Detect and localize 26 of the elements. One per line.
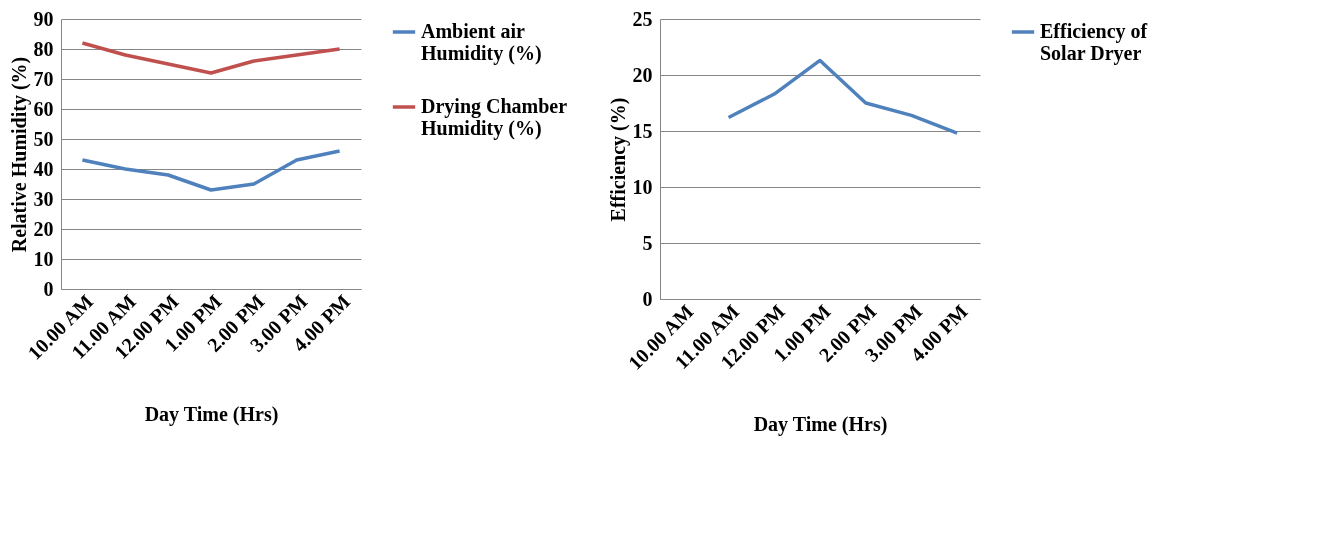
y-tick-label: 30	[33, 187, 54, 210]
y-tick-label: 10	[632, 175, 653, 198]
y-tick-label: 20	[632, 63, 653, 86]
y-tick-label: 0	[642, 287, 653, 310]
line-series	[80, 41, 342, 75]
y-axis-title: Relative Humidity (%)	[7, 56, 31, 253]
y-tick-label: 20	[33, 217, 54, 240]
y-tick-label: 50	[33, 127, 54, 150]
y-tick-label: 80	[33, 37, 54, 60]
y-tick-label: 60	[33, 97, 54, 120]
line-series	[726, 58, 959, 135]
legend-label: Ambient air Humidity (%)	[421, 20, 542, 65]
legend-label: Efficiency of Solar Dryer	[1040, 20, 1148, 65]
y-tick-label: 15	[632, 119, 653, 142]
y-axis-title: Efficiency (%)	[606, 97, 630, 222]
y-tick-label: 90	[33, 7, 54, 30]
x-axis-title: Day Time (Hrs)	[753, 412, 888, 436]
x-axis-title: Day Time (Hrs)	[144, 402, 279, 426]
y-tick-label: 10	[33, 247, 54, 270]
y-tick-label: 5	[642, 231, 653, 254]
y-tick-label: 40	[33, 157, 54, 180]
y-tick-label: 25	[632, 7, 653, 30]
line-series	[80, 149, 342, 192]
y-tick-label: 70	[33, 67, 54, 90]
y-tick-label: 0	[43, 277, 54, 300]
legend-label: Drying Chamber Humidity (%)	[421, 95, 568, 140]
